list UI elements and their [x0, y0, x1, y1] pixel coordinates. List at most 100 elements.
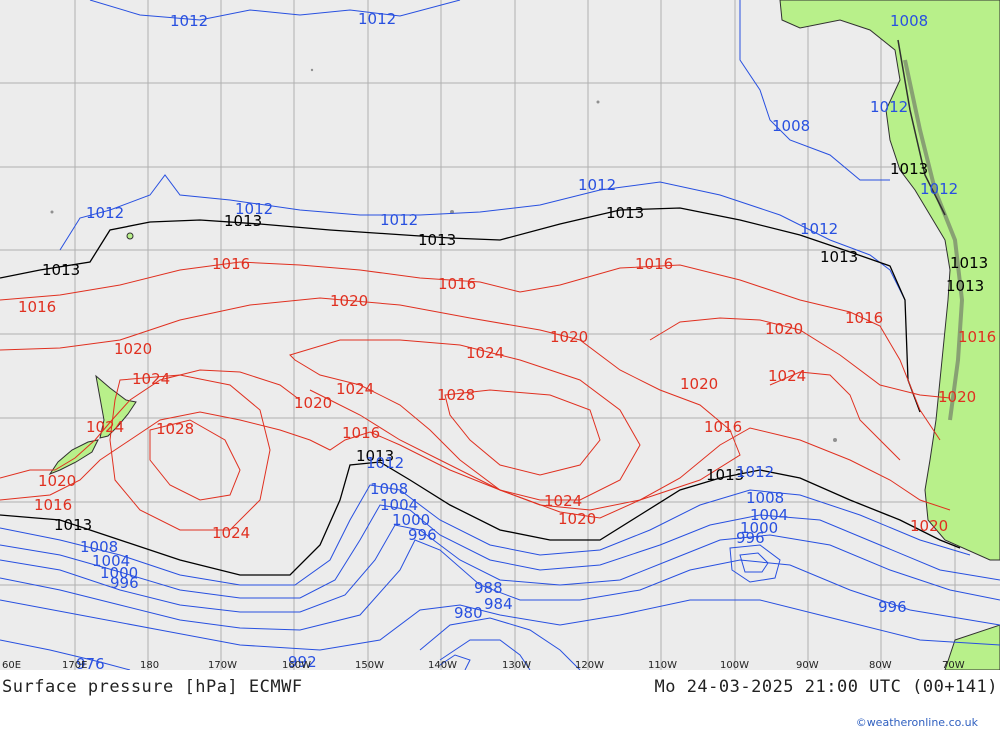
- label-1013: 1013: [890, 160, 928, 178]
- label-1000: 1000: [100, 564, 138, 582]
- label-1024: 1024: [768, 367, 806, 385]
- label-1012: 1012: [170, 12, 208, 30]
- isobar-1016-south: [0, 411, 951, 511]
- label-1013: 1013: [946, 277, 984, 295]
- isobar-992: [0, 599, 1000, 651]
- label-1008: 1008: [772, 117, 810, 135]
- isobar-1020: [0, 297, 741, 519]
- label-1012: 1012: [358, 10, 396, 28]
- isobar-1012: [59, 174, 906, 301]
- isobar-996: [0, 539, 1000, 631]
- ocean-background: [0, 0, 1000, 670]
- label-1013: 1013: [820, 248, 858, 266]
- isobar-984: [439, 639, 531, 671]
- label-1020: 1020: [550, 328, 588, 346]
- label-1016: 1016: [635, 255, 673, 273]
- label-1004: 1004: [380, 496, 418, 514]
- label-1020: 1020: [910, 517, 948, 535]
- tick-label: 170E: [62, 660, 87, 670]
- label-1008: 1008: [746, 489, 784, 507]
- label-996: 996: [408, 526, 437, 544]
- credit-link[interactable]: ©weatheronline.co.uk: [855, 716, 978, 729]
- label-1024: 1024: [466, 344, 504, 362]
- label-1012: 1012: [86, 204, 124, 222]
- isobar-1024: [289, 339, 641, 501]
- label-1028: 1028: [156, 420, 194, 438]
- label-1024: 1024: [544, 492, 582, 510]
- label-1020: 1020: [38, 472, 76, 490]
- low-center-100w-inner: [739, 552, 769, 573]
- isobar-1004: [0, 504, 1000, 599]
- isobar-976: [0, 639, 131, 671]
- longitude-ticks: 60E 170E 180 170W 160W 150W 140W 130W 12…: [2, 660, 965, 671]
- tick-label: 70W: [942, 660, 965, 670]
- isobar-1020-left: [0, 369, 301, 479]
- label-1016: 1016: [704, 418, 742, 436]
- label-1013: 1013: [706, 466, 744, 484]
- label-1013: 1013: [950, 254, 988, 272]
- label-988: 988: [474, 579, 503, 597]
- label-1020: 1020: [680, 375, 718, 393]
- label-1024: 1024: [336, 380, 374, 398]
- label-1020: 1020: [558, 510, 596, 528]
- label-1013: 1013: [606, 204, 644, 222]
- label-1012: 1012: [870, 98, 908, 116]
- label-1013: 1013: [356, 447, 394, 465]
- tick-label: 150W: [355, 660, 384, 670]
- label-1024: 1024: [212, 524, 250, 542]
- label-984: 984: [484, 595, 513, 613]
- label-1013: 1013: [54, 516, 92, 534]
- label-1028: 1028: [437, 386, 475, 404]
- tick-label: 110W: [648, 660, 677, 670]
- isobar-1020-east: [649, 317, 951, 399]
- label-1016: 1016: [34, 496, 72, 514]
- isobar-988: [419, 617, 581, 671]
- label-992: 992: [288, 653, 317, 670]
- label-1024: 1024: [132, 370, 170, 388]
- isobar-1000: [0, 524, 1000, 613]
- label-1012: 1012: [920, 180, 958, 198]
- tick-label: 60E: [2, 660, 21, 670]
- label-1004: 1004: [92, 552, 130, 570]
- tick-label: 140W: [428, 660, 457, 670]
- isobar-1012-north: [89, 0, 461, 21]
- tick-label: 90W: [796, 660, 819, 670]
- map-title: Surface pressure [hPa] ECMWF: [2, 677, 303, 697]
- isobar-1016: [0, 261, 941, 441]
- isobar-980: [439, 654, 471, 671]
- valid-time: Mo 24-03-2025 21:00 UTC (00+141): [654, 677, 998, 697]
- label-1012: 1012: [235, 200, 273, 218]
- tick-label: 130W: [502, 660, 531, 670]
- label-1016: 1016: [212, 255, 250, 273]
- tick-label: 100W: [720, 660, 749, 670]
- isobar-1028-west: [149, 419, 241, 501]
- label-1020: 1020: [294, 394, 332, 412]
- label-1012: 1012: [800, 220, 838, 238]
- label-1008: 1008: [370, 480, 408, 498]
- low-center-100w: [729, 544, 781, 583]
- label-1012: 1012: [578, 176, 616, 194]
- label-1016: 1016: [958, 328, 996, 346]
- label-976: 976: [76, 655, 105, 670]
- label-1013: 1013: [42, 261, 80, 279]
- label-1020: 1020: [938, 388, 976, 406]
- footer: [0, 670, 1000, 733]
- tick-label: 80W: [869, 660, 892, 670]
- isobar-1012-ne: [739, 0, 890, 181]
- tick-label: 180: [140, 660, 159, 670]
- isobar-1024-east: [769, 371, 901, 461]
- label-996: 996: [736, 529, 765, 547]
- label-1016: 1016: [438, 275, 476, 293]
- isobar-1024-west: [109, 374, 271, 531]
- label-1000: 1000: [392, 511, 430, 529]
- label-1012: 1012: [380, 211, 418, 229]
- isobar-1028: [444, 389, 601, 476]
- label-1013: 1013: [418, 231, 456, 249]
- label-1004: 1004: [750, 506, 788, 524]
- pacific-islands: [50, 68, 837, 442]
- label-1020: 1020: [330, 292, 368, 310]
- isobar-1008: [0, 484, 971, 586]
- label-1000: 1000: [740, 519, 778, 537]
- tick-label: 170W: [208, 660, 237, 670]
- label-1013: 1013: [224, 212, 262, 230]
